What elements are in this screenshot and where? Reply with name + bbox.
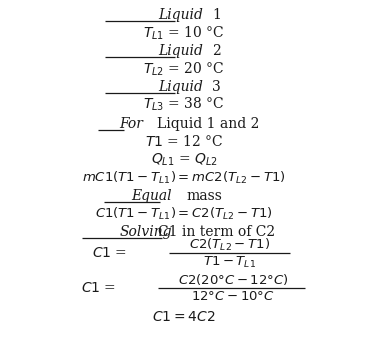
Text: $T1 − T_{L1}$: $T1 − T_{L1}$ [203,254,256,270]
Text: $C2(T_{L2} − T1)$: $C2(T_{L2} − T1)$ [189,237,270,253]
Text: $T_{L1}$ = 10 °C: $T_{L1}$ = 10 °C [143,24,225,42]
Text: $mC1(T1 − T_{L1}) = mC2(T_{L2} − T1)$: $mC1(T1 − T_{L1}) = mC2(T_{L2} − T1)$ [82,170,286,186]
Text: $T1$ = 12 °C: $T1$ = 12 °C [145,134,223,149]
Text: 2: 2 [212,44,221,58]
Text: C1 in term of C2: C1 in term of C2 [158,225,275,239]
Text: For: For [119,117,143,130]
Text: $C1 = 4C2$: $C1 = 4C2$ [152,310,216,324]
Text: $12°C − 10°C$: $12°C − 10°C$ [191,290,275,303]
Text: $C1$ =: $C1$ = [92,246,127,260]
Text: Solving: Solving [119,225,172,239]
Text: Liquid: Liquid [158,44,203,58]
Text: $C1(T1 − T_{L1}) = C2(T_{L2} − T1)$: $C1(T1 − T_{L1}) = C2(T_{L2} − T1)$ [95,206,273,222]
Text: Liquid: Liquid [158,80,203,94]
Text: mass: mass [186,189,222,203]
Text: $C2(20°C − 12°C)$: $C2(20°C − 12°C)$ [178,272,289,287]
Text: Liquid 1 and 2: Liquid 1 and 2 [156,117,259,130]
Text: $Q_{L1}$ = $Q_{L2}$: $Q_{L1}$ = $Q_{L2}$ [151,152,217,168]
Text: 1: 1 [212,8,221,22]
Text: Liquid: Liquid [158,8,203,22]
Text: $T_{L3}$ = 38 °C: $T_{L3}$ = 38 °C [143,96,225,113]
Text: 3: 3 [212,80,221,94]
Text: $C1$ =: $C1$ = [81,281,116,295]
Text: Equal: Equal [131,189,171,203]
Text: $T_{L2}$ = 20 °C: $T_{L2}$ = 20 °C [143,60,225,78]
